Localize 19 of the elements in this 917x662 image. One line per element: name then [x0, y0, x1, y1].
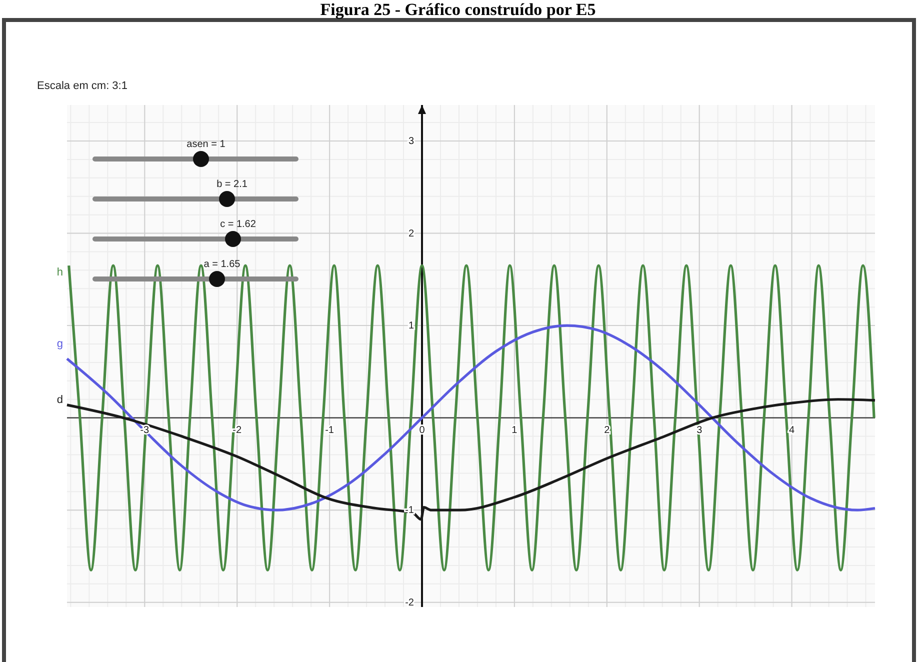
annotation: asen = 1 [186, 139, 226, 150]
y-tick-label: -2 [405, 597, 414, 608]
y-tick-label: -1 [405, 505, 414, 516]
y-tick-label: 2 [408, 228, 414, 240]
y-tick-label: 1 [408, 320, 414, 332]
x-tick-label: -3 [140, 424, 150, 436]
x-tick-label: -1 [325, 424, 334, 436]
series-label: d [56, 394, 63, 406]
y-tick-label: 3 [408, 136, 414, 147]
text: Escala em cm: 3:1 [37, 80, 128, 92]
annotation: a = 1.65 [204, 259, 241, 270]
series-label: g [56, 338, 63, 350]
chart-title: Figura 25 - Gráfico construído por E5 [320, 0, 596, 19]
x-tick-label: 2 [604, 424, 610, 436]
series-label: h [56, 266, 63, 279]
x-tick-label: 1 [512, 424, 518, 436]
annotation: b = 2.1 [216, 179, 248, 190]
annotation: c = 1.62 [220, 219, 256, 230]
x-tick-label: 4 [789, 424, 796, 436]
